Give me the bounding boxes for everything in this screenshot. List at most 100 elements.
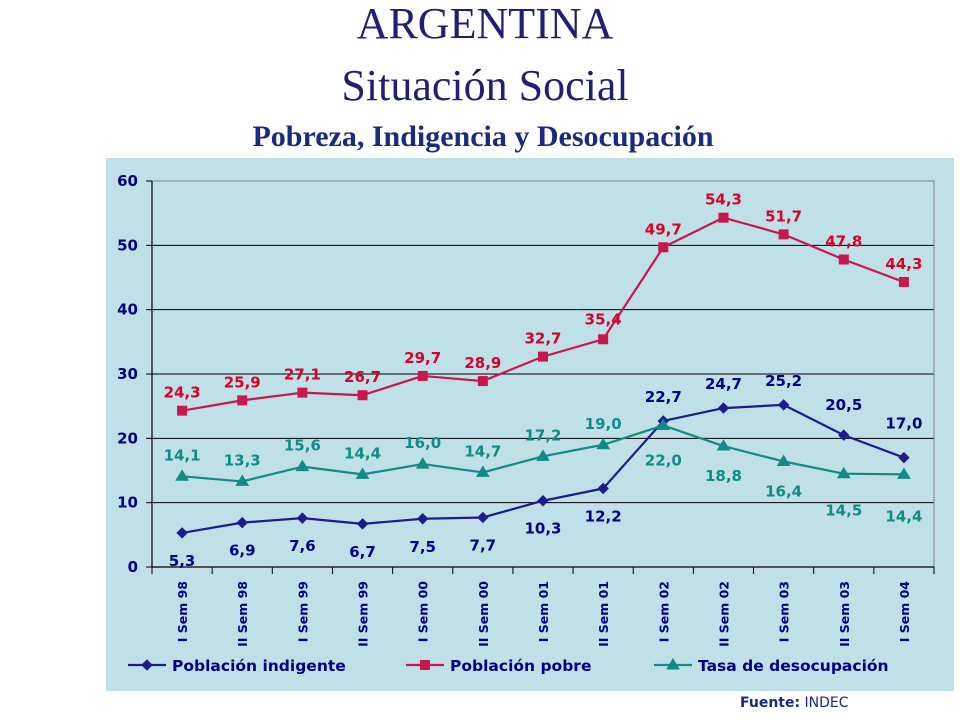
- legend-marker: [666, 658, 680, 670]
- data-label: 32,7: [524, 330, 561, 348]
- data-point-tasa-de-desocupacion: [295, 459, 310, 472]
- line-chart: 0 10 20 30 40 50 60 I Sem 98 II Sem 98 I Sem 99 II…: [117, 172, 935, 675]
- x-tick-label: I Sem 02: [656, 581, 671, 642]
- data-label: 12,2: [585, 508, 622, 526]
- data-label: 16,4: [765, 482, 802, 500]
- x-tick-label: II Sem 01: [596, 581, 611, 647]
- y-tick-label: 40: [117, 301, 138, 319]
- x-tick-label: I Sem 04: [897, 581, 912, 643]
- x-tick-label: II Sem 99: [356, 581, 371, 647]
- data-point-poblacion-indigente: [777, 399, 790, 411]
- y-tick-label: 30: [117, 365, 138, 383]
- data-point-tasa-de-desocupacion: [716, 439, 731, 451]
- data-label: 6,9: [229, 542, 256, 560]
- data-label: 27,1: [284, 366, 321, 384]
- legend-marker: [420, 660, 430, 670]
- y-tick-label: 60: [117, 172, 138, 190]
- data-label: 17,0: [885, 415, 922, 433]
- data-label: 28,9: [464, 354, 501, 372]
- data-point-tasa-de-desocupacion: [475, 465, 490, 477]
- data-label: 44,3: [885, 255, 922, 273]
- data-point-poblacion-indigente: [898, 451, 910, 464]
- data-label: 14,5: [825, 502, 862, 520]
- data-point-poblacion-indigente: [838, 429, 850, 441]
- data-point-poblacion-indigente: [597, 482, 609, 495]
- data-label: 15,6: [284, 437, 321, 455]
- data-point-tasa-de-desocupacion: [536, 449, 550, 461]
- x-tick-label: I Sem 01: [536, 581, 551, 642]
- data-point-poblacion-pobre: [898, 277, 909, 288]
- page-title: ARGENTINA: [356, 0, 614, 48]
- data-label: 14,1: [164, 446, 201, 464]
- legend-label: Población pobre: [450, 657, 591, 675]
- data-label: 13,3: [224, 451, 261, 469]
- source-label: Fuente:: [740, 695, 801, 711]
- data-label: 6,7: [349, 543, 376, 561]
- data-point-poblacion-indigente: [356, 518, 369, 530]
- data-label: 7,6: [289, 537, 316, 555]
- y-tick-label: 10: [117, 494, 138, 512]
- legend-marker: [141, 659, 153, 671]
- x-tick-label: II Sem 03: [837, 581, 852, 647]
- data-label: 18,8: [705, 467, 742, 485]
- data-label: 29,7: [404, 349, 441, 367]
- x-tick-label: II Sem 98: [235, 581, 250, 647]
- data-label: 16,0: [404, 434, 441, 452]
- data-label: 47,8: [825, 232, 862, 250]
- chart-title: Pobreza, Indigencia y Desocupación: [252, 120, 714, 153]
- data-point-poblacion-pobre: [417, 370, 428, 381]
- data-point-tasa-de-desocupacion: [175, 469, 189, 481]
- data-label: 25,9: [224, 373, 261, 391]
- data-point-poblacion-pobre: [838, 254, 849, 265]
- data-point-tasa-de-desocupacion: [897, 467, 911, 479]
- data-point-tasa-de-desocupacion: [836, 466, 851, 479]
- data-point-poblacion-pobre: [177, 405, 188, 416]
- data-point-poblacion-pobre: [357, 390, 368, 401]
- data-label: 7,7: [470, 536, 497, 554]
- x-tick-label: I Sem 98: [175, 581, 190, 642]
- data-label: 25,2: [765, 372, 802, 390]
- data-point-tasa-de-desocupacion: [355, 467, 370, 479]
- data-label: 17,2: [524, 426, 561, 444]
- data-point-poblacion-indigente: [176, 527, 188, 539]
- chart-area: 0 10 20 30 40 50 60 I Sem 98 II Sem 98 I Sem 99 II…: [106, 158, 954, 691]
- data-point-poblacion-pobre: [658, 242, 669, 253]
- x-tick-label: II Sem 00: [476, 581, 491, 647]
- data-point-tasa-de-desocupacion: [596, 437, 611, 450]
- data-label: 7,5: [409, 538, 436, 556]
- data-label: 24,7: [705, 375, 742, 393]
- data-label: 19,0: [585, 415, 622, 433]
- data-point-poblacion-indigente: [416, 513, 429, 525]
- x-tick-label: I Sem 99: [295, 581, 310, 642]
- data-label: 35,4: [585, 310, 622, 328]
- y-tick-label: 50: [117, 236, 138, 254]
- data-point-poblacion-pobre: [477, 376, 488, 387]
- data-label: 20,5: [825, 396, 862, 414]
- x-tick-label: I Sem 00: [416, 581, 431, 643]
- y-tick-label: 0: [128, 558, 138, 576]
- data-point-poblacion-pobre: [598, 334, 609, 345]
- data-point-poblacion-pobre: [718, 212, 729, 223]
- data-point-poblacion-pobre: [538, 351, 548, 362]
- data-point-poblacion-indigente: [537, 495, 549, 507]
- data-point-poblacion-indigente: [296, 512, 309, 524]
- data-label: 14,7: [464, 442, 501, 460]
- data-point-poblacion-pobre: [237, 395, 248, 406]
- source-value: INDEC: [804, 695, 849, 711]
- data-label: 10,3: [524, 520, 561, 538]
- source-note: Fuente: INDEC: [740, 692, 940, 714]
- data-point-tasa-de-desocupacion: [415, 457, 430, 469]
- data-label: 51,7: [765, 207, 802, 225]
- data-point-tasa-de-desocupacion: [656, 418, 671, 430]
- x-tick-label: I Sem 03: [777, 581, 792, 642]
- data-label: 49,7: [645, 220, 682, 238]
- x-tick-label: II Sem 02: [716, 581, 731, 647]
- data-point-poblacion-indigente: [477, 511, 489, 524]
- data-point-tasa-de-desocupacion: [776, 454, 791, 466]
- page-subtitle: Situación Social: [341, 61, 629, 110]
- data-label: 22,0: [645, 451, 682, 469]
- data-label: 26,7: [344, 368, 381, 386]
- data-label: 5,3: [169, 552, 196, 570]
- data-label: 54,3: [705, 191, 742, 209]
- data-label: 24,3: [164, 384, 201, 402]
